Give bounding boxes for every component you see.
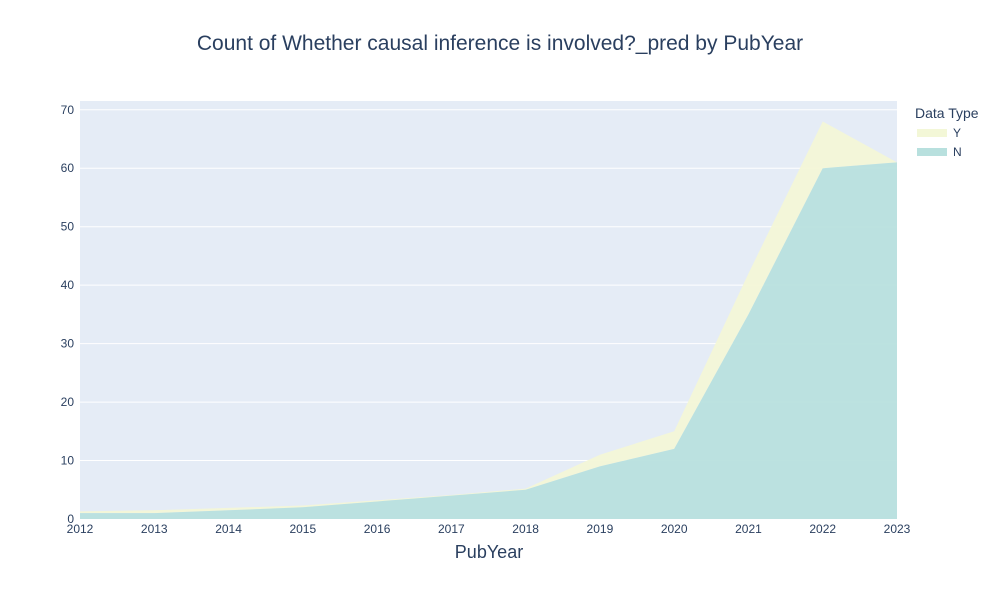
y-tick-label: 50: [61, 220, 75, 234]
legend-item-y[interactable]: Y: [917, 126, 961, 140]
x-tick-label: 2020: [661, 522, 688, 536]
legend-title: Data Type: [915, 105, 979, 121]
x-tick-label: 2018: [512, 522, 539, 536]
y-tick-label: 40: [61, 278, 75, 292]
y-tick-label: 20: [61, 395, 75, 409]
legend-label: Y: [953, 126, 961, 140]
x-tick-label: 2012: [67, 522, 94, 536]
y-tick-label: 10: [61, 454, 75, 468]
legend-label: N: [953, 145, 962, 159]
x-axis-ticks: 2012 2013 2014 2015 2016 2017 2018 2019 2020 2021…: [67, 522, 911, 536]
x-tick-label: 2014: [215, 522, 242, 536]
y-tick-label: 30: [61, 337, 75, 351]
area-series-layer: [80, 121, 897, 519]
x-tick-label: 2017: [438, 522, 465, 536]
legend-item-n[interactable]: N: [917, 145, 962, 159]
x-tick-label: 2019: [587, 522, 614, 536]
x-tick-label: 2022: [809, 522, 836, 536]
x-tick-label: 2015: [289, 522, 316, 536]
y-tick-label: 60: [61, 161, 75, 175]
y-axis-ticks: 0 10 20 30 40 50 60 70: [61, 103, 75, 526]
legend[interactable]: Data Type YN: [915, 105, 979, 159]
y-tick-label: 70: [61, 103, 75, 117]
x-tick-label: 2021: [735, 522, 762, 536]
x-tick-label: 2013: [141, 522, 168, 536]
x-tick-label: 2023: [884, 522, 911, 536]
chart-title: Count of Whether causal inference is inv…: [197, 32, 803, 55]
area-series-n[interactable]: [80, 162, 897, 519]
x-axis-title: PubYear: [455, 542, 523, 562]
legend-swatch: [917, 129, 947, 137]
legend-swatch: [917, 148, 947, 156]
x-tick-label: 2016: [364, 522, 391, 536]
y-tick-label: 0: [67, 512, 74, 526]
